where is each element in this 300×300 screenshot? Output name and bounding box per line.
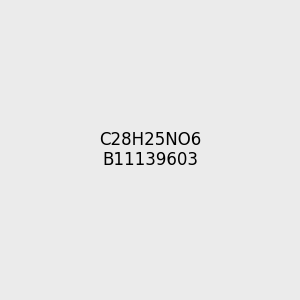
Text: C28H25NO6
B11139603: C28H25NO6 B11139603 — [99, 130, 201, 170]
